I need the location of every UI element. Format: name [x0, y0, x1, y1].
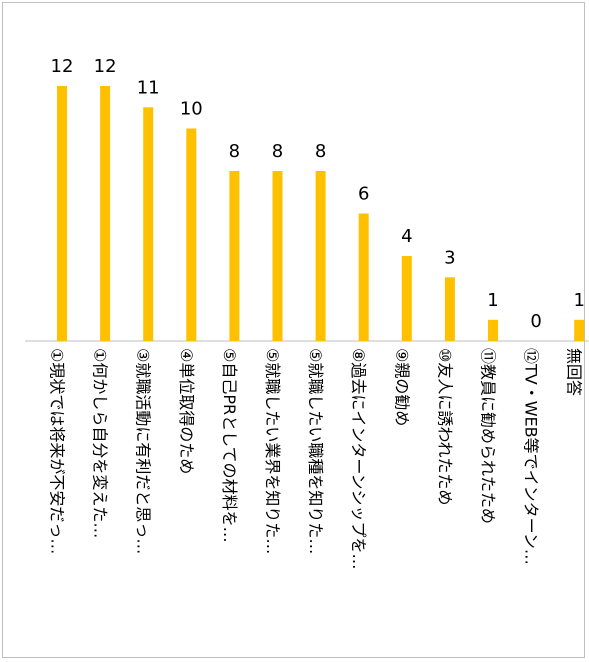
bar-1 [57, 86, 67, 341]
category-label-3: ③就職活動に有利だと思っ… [134, 348, 153, 554]
value-label-6: 8 [272, 141, 283, 162]
bar-9 [401, 256, 412, 341]
bar-10 [444, 277, 455, 342]
value-label-12: 0 [530, 311, 541, 332]
category-label-10: ⑩友人に誘われたため [435, 348, 454, 506]
category-label-8: ⑧過去にインターンシップを… [349, 348, 368, 570]
category-label-2: ①何かしら自分を変えた… [91, 348, 110, 538]
bar-7 [315, 171, 326, 341]
value-label-1: 12 [51, 56, 74, 77]
category-labels: ①現状では将来が不安だっ… ①何かしら自分を変えた… ③就職活動に有利だと思っ… ④単… [48, 348, 584, 570]
category-label-12: ⑫TV・WEB等でインターン… [522, 348, 541, 565]
bar-8 [358, 213, 369, 341]
value-label-8: 6 [358, 184, 369, 205]
category-label-1: ①現状では将来が不安だっ… [48, 348, 67, 554]
bar-series [57, 86, 585, 342]
category-label-4: ④単位取得のため [177, 348, 196, 474]
category-label-5: ⑤自己PRとしての材料を… [220, 348, 239, 543]
value-label-7: 8 [315, 141, 326, 162]
value-label-2: 12 [94, 56, 117, 77]
category-label-7: ⑤就職したい職種を知りた… [306, 348, 325, 554]
value-label-5: 8 [229, 141, 240, 162]
category-label-6: ⑤就職したい業界を知りた… [263, 348, 282, 554]
bar-13 [574, 319, 585, 342]
value-label-4: 10 [180, 99, 203, 120]
bar-2 [100, 86, 111, 341]
value-label-13: 1 [573, 290, 584, 311]
bar-3 [143, 107, 154, 342]
bar-6 [272, 171, 283, 341]
value-label-10: 3 [444, 247, 455, 268]
value-label-11: 1 [487, 290, 498, 311]
value-label-9: 4 [401, 226, 412, 247]
category-label-9: ⑨親の勧め [392, 348, 411, 426]
bar-5 [229, 171, 240, 341]
category-label-13: 無回答 [565, 348, 584, 396]
value-label-3: 11 [137, 77, 160, 98]
bar-4 [186, 128, 197, 341]
category-label-11: ⑪教員に勧められたため [479, 348, 498, 524]
bar-11 [488, 319, 498, 342]
